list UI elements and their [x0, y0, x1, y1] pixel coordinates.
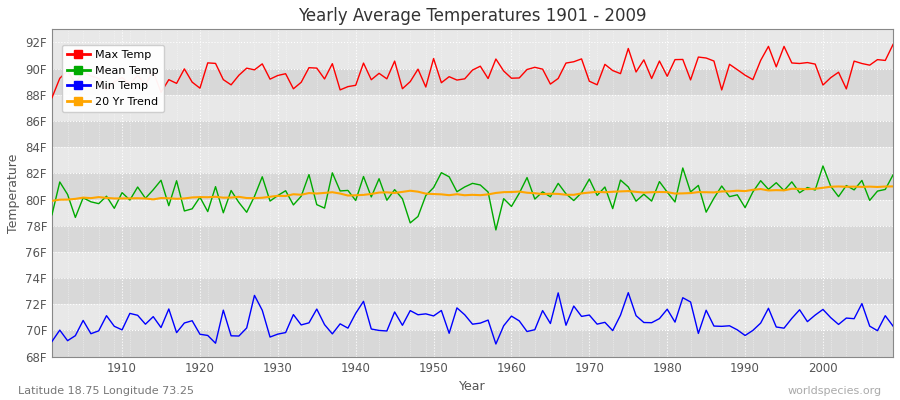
- Title: Yearly Average Temperatures 1901 - 2009: Yearly Average Temperatures 1901 - 2009: [298, 7, 647, 25]
- Text: worldspecies.org: worldspecies.org: [788, 386, 882, 396]
- Bar: [52, 147, 893, 173]
- Bar: [52, 121, 893, 147]
- Bar: [52, 68, 893, 95]
- Bar: [52, 304, 893, 330]
- Bar: [52, 252, 893, 278]
- Bar: [52, 173, 893, 200]
- Bar: [52, 226, 893, 252]
- Bar: [52, 330, 893, 357]
- Legend: Max Temp, Mean Temp, Min Temp, 20 Yr Trend: Max Temp, Mean Temp, Min Temp, 20 Yr Tre…: [62, 45, 165, 112]
- Bar: [52, 95, 893, 121]
- Y-axis label: Temperature: Temperature: [7, 153, 20, 233]
- Bar: [52, 278, 893, 304]
- Bar: [52, 42, 893, 68]
- X-axis label: Year: Year: [459, 380, 486, 393]
- Bar: [52, 200, 893, 226]
- Text: Latitude 18.75 Longitude 73.25: Latitude 18.75 Longitude 73.25: [18, 386, 194, 396]
